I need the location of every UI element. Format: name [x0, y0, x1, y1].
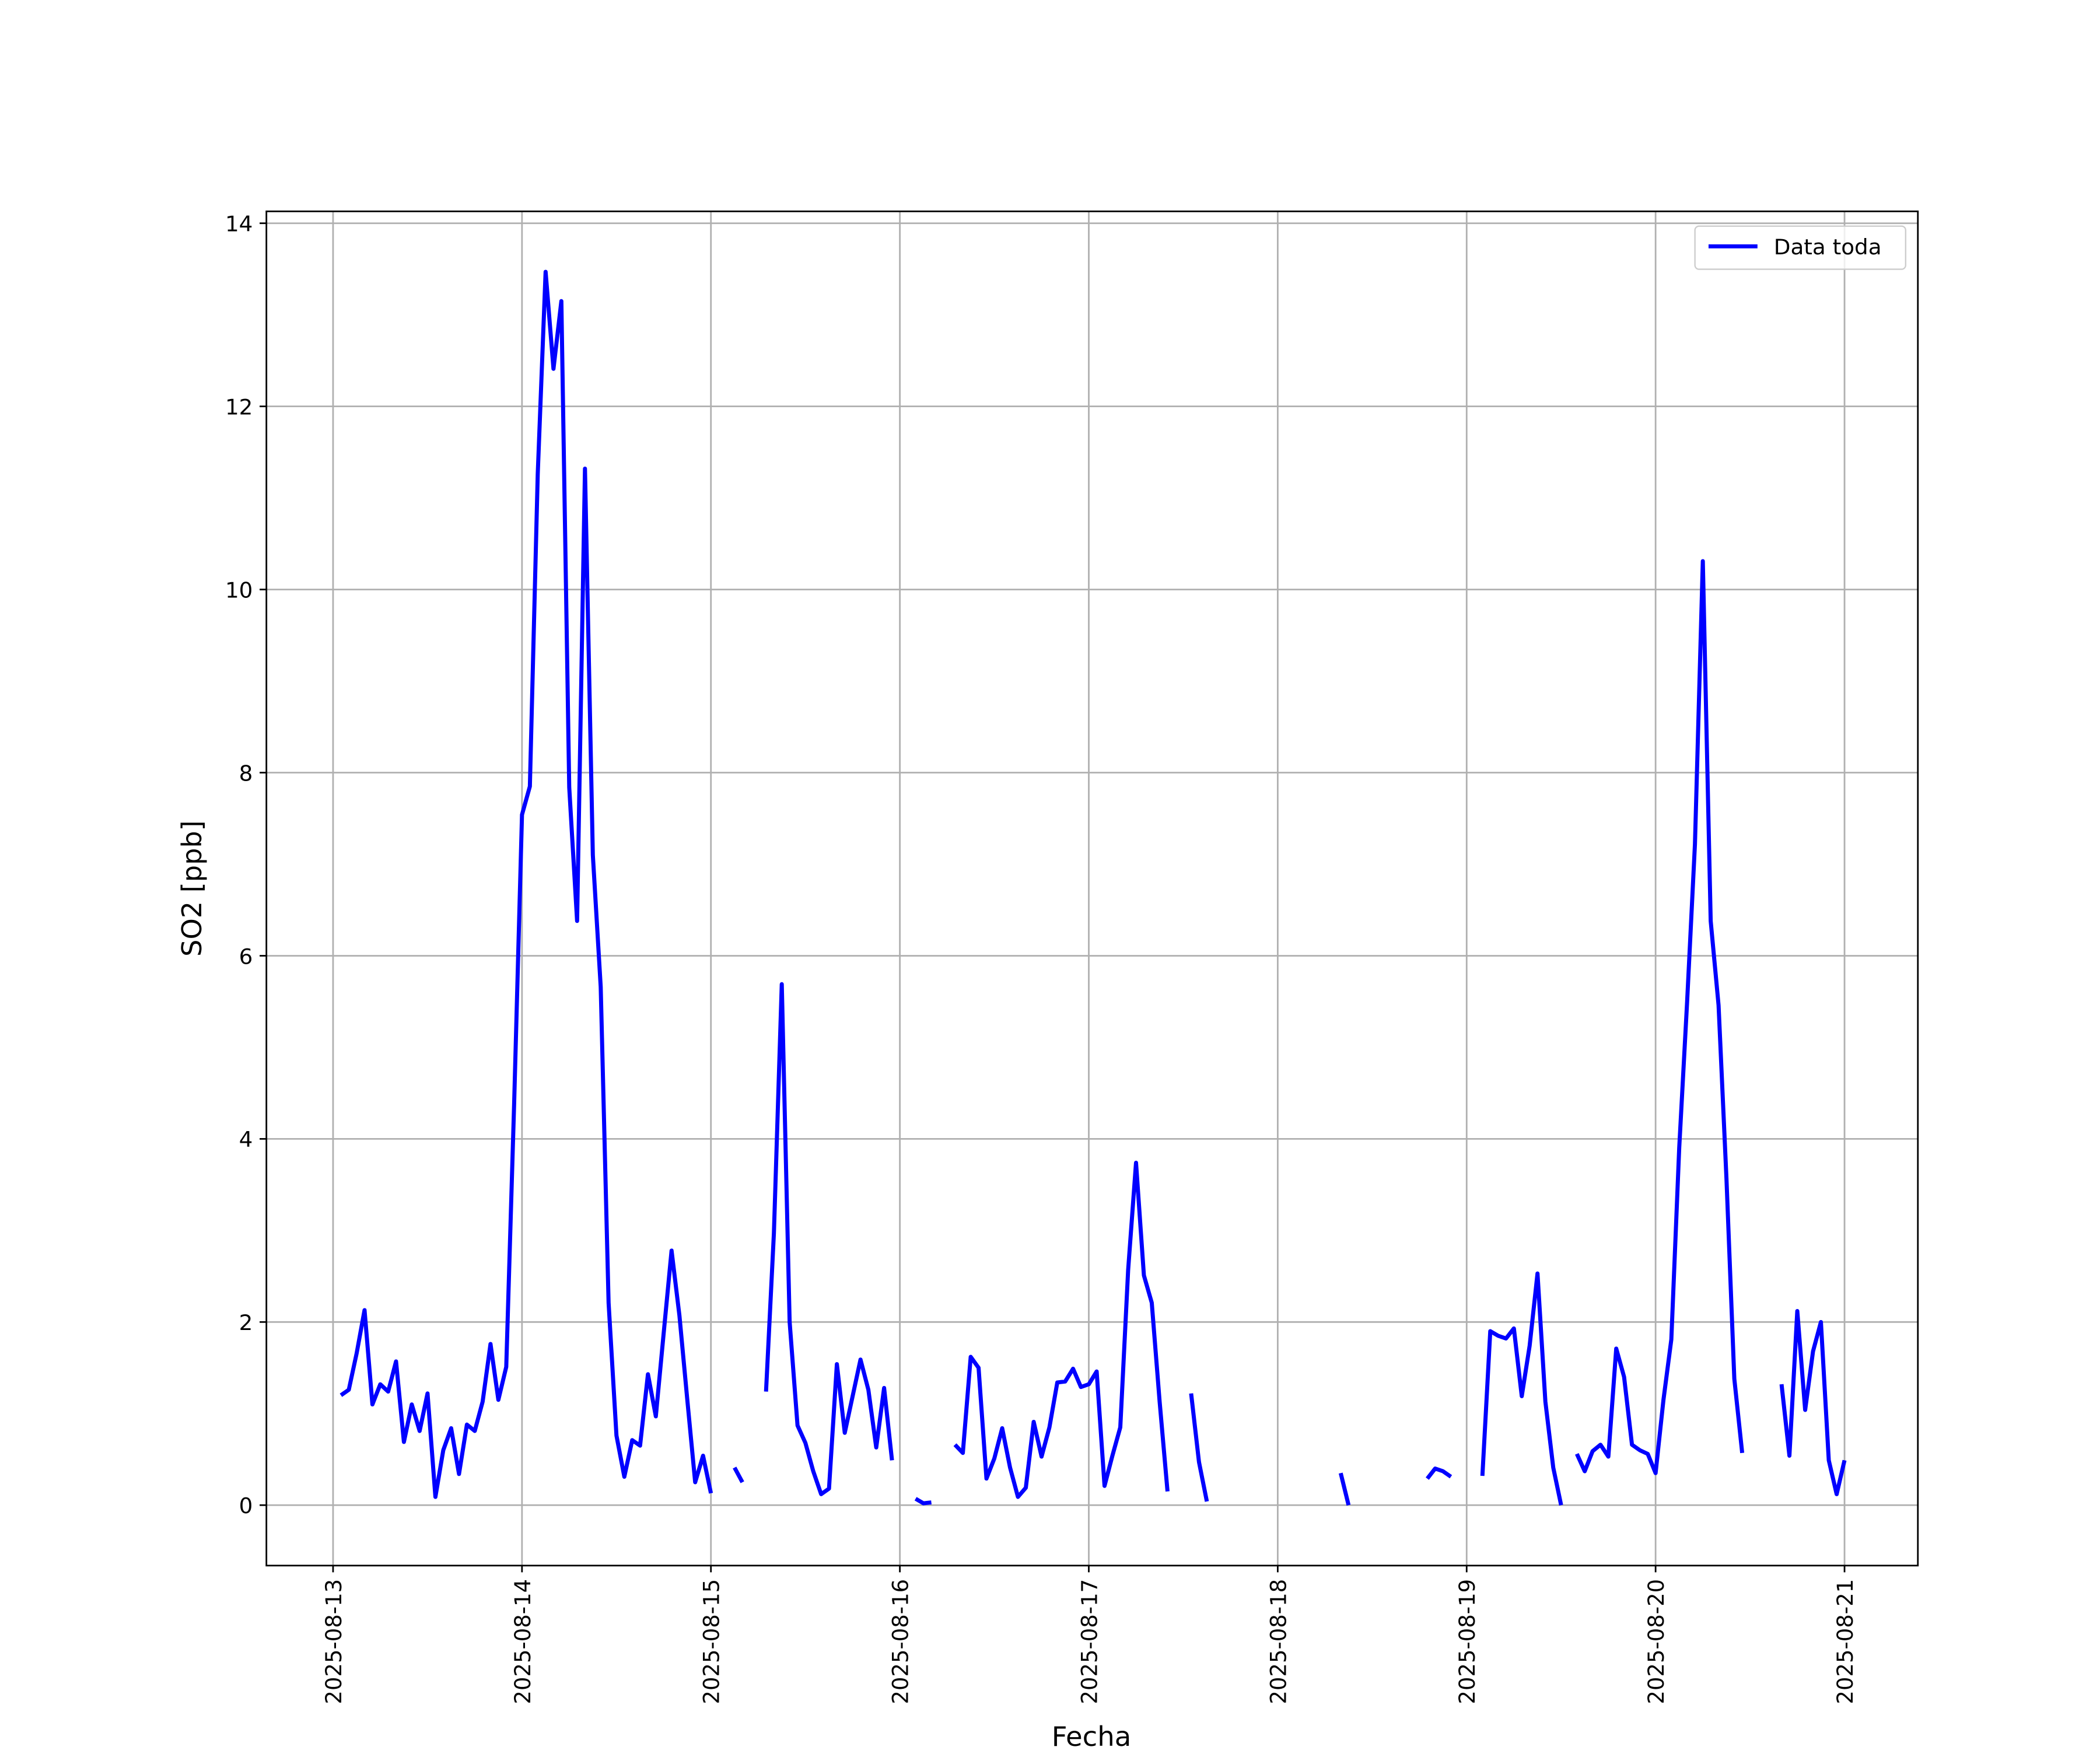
x-tick-label: 2025-08-19 [1455, 1579, 1480, 1704]
legend-label: Data toda [1774, 235, 1882, 260]
y-tick-label: 14 [225, 212, 253, 237]
legend: Data toda [1694, 225, 1906, 270]
y-tick-label: 12 [225, 395, 253, 420]
x-tick-label: 2025-08-18 [1266, 1579, 1291, 1704]
plot-data [340, 270, 1847, 1506]
data-line [340, 270, 1847, 1506]
y-tick-label: 0 [239, 1493, 253, 1518]
axes: 0 2 4 6 8 10 12 14 2025-08-13 2025-08-14 2025-08-1… [225, 212, 1906, 1704]
plot-frame [265, 210, 1919, 1567]
x-tick-label: 2025-08-14 [510, 1579, 536, 1704]
y-axis-label: SO2 [ppb] [176, 820, 208, 956]
x-tick-label: 2025-08-20 [1644, 1579, 1669, 1704]
y-tick-label: 4 [239, 1127, 253, 1152]
x-tick-label: 2025-08-15 [699, 1579, 724, 1704]
y-tick-label: 2 [239, 1310, 253, 1335]
y-tick-label: 6 [239, 944, 253, 969]
x-tick-label: 2025-08-13 [321, 1579, 346, 1704]
x-axis-label: Fecha [1052, 1721, 1132, 1750]
y-tick-label: 10 [225, 578, 253, 603]
x-tick-label: 2025-08-17 [1077, 1579, 1102, 1704]
y-tick-label: 8 [239, 761, 253, 786]
legend-box [1694, 225, 1906, 270]
x-tick-label: 2025-08-21 [1833, 1579, 1858, 1704]
x-tick-label: 2025-08-16 [888, 1579, 913, 1704]
